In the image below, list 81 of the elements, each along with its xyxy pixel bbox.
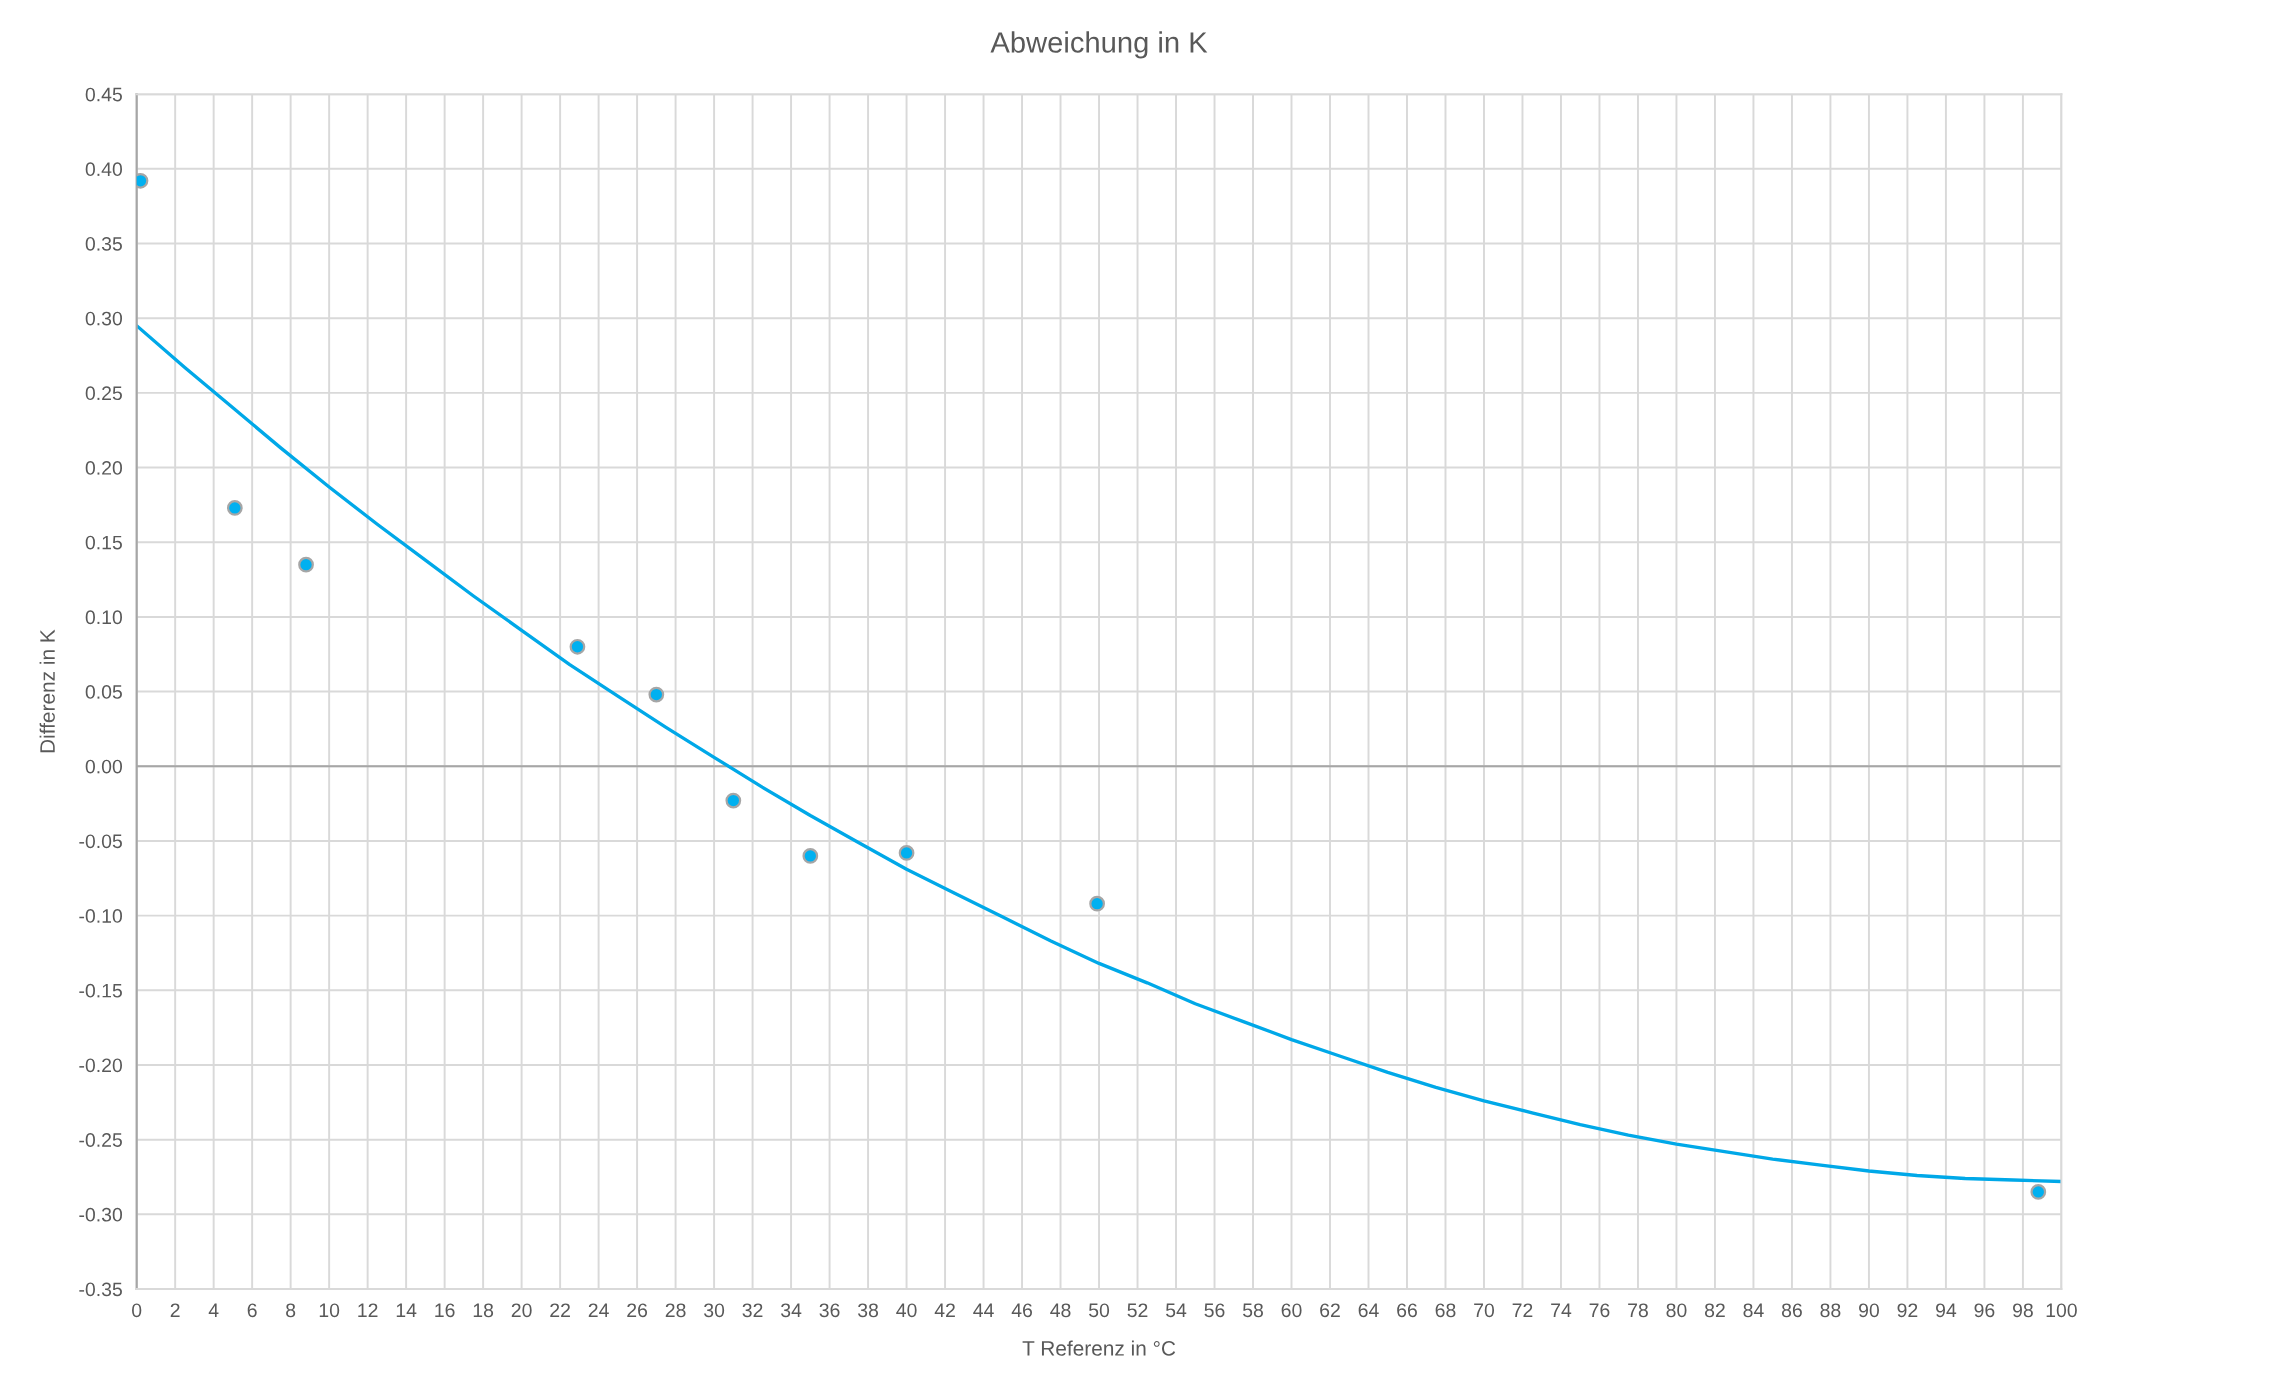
- x-tick-label: 92: [1897, 1303, 1918, 1318]
- y-tick-label: 0.40: [85, 162, 123, 177]
- x-tick-label: 98: [2013, 1303, 2033, 1318]
- y-tick-label: 0.45: [85, 87, 122, 102]
- y-tick-label: 0.15: [85, 535, 122, 550]
- x-tick-label: 90: [1859, 1303, 1879, 1318]
- x-tick-label: 10: [319, 1303, 340, 1318]
- y-tick-label: 0.00: [85, 759, 123, 774]
- y-tick-label: 0.35: [85, 236, 122, 251]
- x-tick-label: 48: [1050, 1303, 1071, 1318]
- x-tick-label: 40: [896, 1303, 917, 1318]
- x-tick-label: 26: [627, 1303, 648, 1318]
- y-tick-label: 0.20: [85, 461, 123, 475]
- x-tick-label: 82: [1704, 1303, 1725, 1318]
- x-tick-label: 36: [819, 1303, 840, 1318]
- x-tick-label: 4: [208, 1303, 219, 1317]
- x-tick-label: 32: [742, 1303, 763, 1318]
- x-tick-label: 54: [1165, 1303, 1187, 1318]
- x-tick-label: 30: [704, 1303, 725, 1318]
- point: [226, 500, 243, 516]
- point: [1089, 895, 1105, 912]
- point: [725, 792, 742, 809]
- line-series: [136, 323, 2062, 1184]
- y-tick-label: -0.35: [79, 1282, 122, 1297]
- x-tick-label: 60: [1281, 1303, 1302, 1318]
- x-tick-label: 46: [1011, 1303, 1033, 1318]
- x-tick-label: 16: [435, 1303, 455, 1318]
- x-tick-label: 50: [1089, 1303, 1110, 1318]
- x-tick-label: 0: [132, 1303, 142, 1318]
- y-tick-label: -0.05: [79, 834, 122, 849]
- y-axis-title: Differenz in K: [39, 629, 55, 753]
- x-tick-label: 56: [1204, 1303, 1225, 1318]
- y-tick-label: -0.30: [79, 1207, 123, 1222]
- y-tick-label: -0.15: [79, 983, 122, 998]
- point: [569, 638, 586, 655]
- x-tick-label: 34: [781, 1303, 802, 1318]
- x-tick-label: 62: [1320, 1303, 1340, 1318]
- x-tick-label: 24: [588, 1303, 609, 1317]
- x-tick-label: 2: [170, 1303, 180, 1317]
- x-tick-label: 78: [1628, 1303, 1648, 1318]
- x-axis-title: T Referenz in °C: [1022, 1340, 1176, 1356]
- x-tick-label: 38: [857, 1303, 879, 1318]
- point: [298, 556, 314, 573]
- y-tick-label: -0.25: [79, 1133, 122, 1147]
- x-tick-label: 68: [1435, 1303, 1456, 1318]
- x-tick-label: 80: [1666, 1303, 1687, 1318]
- x-tick-label: 66: [1397, 1303, 1417, 1318]
- x-tick-label: 84: [1743, 1303, 1764, 1318]
- point: [802, 848, 819, 864]
- x-tick-label: 88: [1820, 1303, 1841, 1318]
- x-tick-label: 44: [973, 1303, 994, 1317]
- x-tick-label: 20: [511, 1303, 532, 1318]
- x-tick-label: 94: [1936, 1303, 1957, 1318]
- x-tick-label: 22: [550, 1303, 570, 1317]
- x-tick-label: 18: [473, 1303, 494, 1318]
- y-tick-label: -0.10: [79, 909, 123, 923]
- x-tick-label: 100: [2046, 1303, 2077, 1318]
- x-tick-label: 76: [1589, 1303, 1610, 1318]
- y-tick-label: 0.05: [85, 685, 122, 699]
- point: [648, 686, 665, 703]
- x-tick-label: 42: [934, 1303, 955, 1317]
- x-tick-label: 96: [1974, 1303, 1995, 1318]
- chart-title: Abweichung in K: [990, 31, 1208, 59]
- y-tick-label: 0.30: [85, 311, 123, 326]
- x-tick-label: 52: [1127, 1303, 1148, 1318]
- x-tick-label: 64: [1358, 1303, 1379, 1318]
- x-tick-label: 86: [1781, 1303, 1802, 1318]
- point: [2030, 1184, 2047, 1200]
- x-tick-label: 74: [1551, 1303, 1572, 1317]
- y-tick-label: 0.25: [85, 386, 122, 401]
- x-tick-label: 12: [358, 1303, 378, 1317]
- y-tick-label: 0.10: [85, 610, 123, 625]
- x-tick-label: 28: [665, 1303, 686, 1318]
- x-tick-label: 58: [1242, 1303, 1263, 1318]
- x-tick-label: 8: [286, 1303, 296, 1318]
- x-tick-label: 72: [1512, 1303, 1533, 1317]
- x-tick-label: 70: [1474, 1303, 1495, 1318]
- y-tick-label: -0.20: [79, 1058, 123, 1073]
- x-tick-label: 6: [247, 1303, 257, 1318]
- point: [898, 845, 915, 861]
- x-tick-label: 14: [396, 1303, 417, 1317]
